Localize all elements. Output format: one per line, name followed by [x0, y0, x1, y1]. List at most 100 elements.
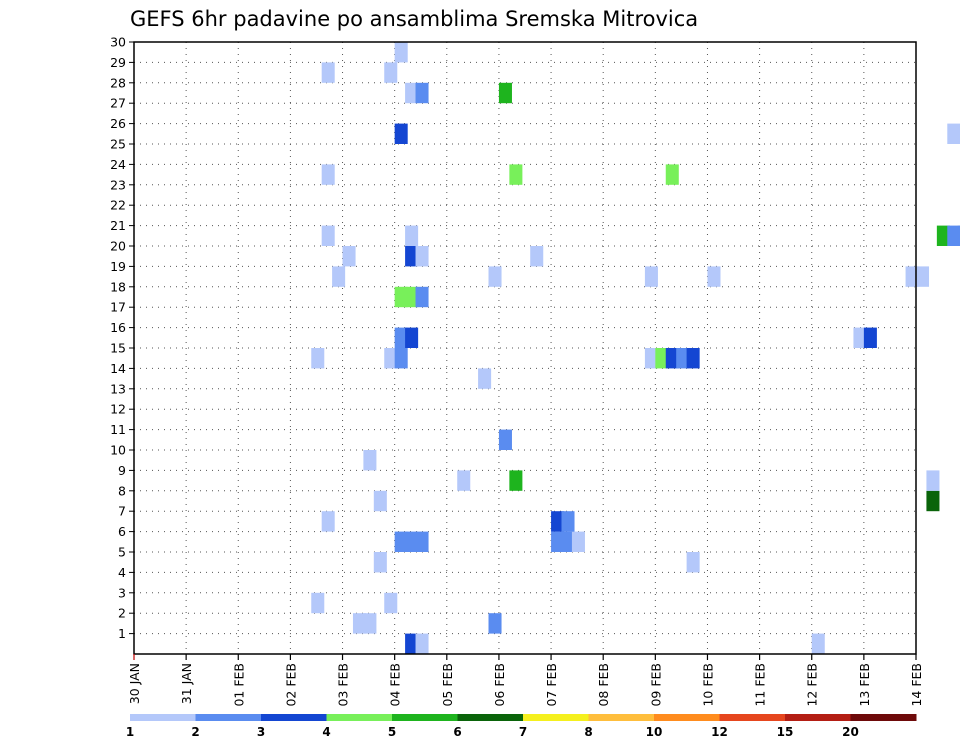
y-tick-label: 27: [110, 96, 126, 111]
colorbar-label: 20: [842, 725, 859, 739]
x-tick-label: 03 FEB: [336, 663, 351, 707]
y-tick-label: 6: [118, 524, 126, 539]
precip-cell: [415, 633, 429, 654]
colorbar-segment: [326, 714, 393, 721]
colorbar-segment: [261, 714, 327, 721]
precip-cell: [478, 368, 492, 389]
precip-cell: [321, 225, 335, 246]
precip-cell: [332, 266, 346, 287]
precip-cell: [394, 286, 408, 308]
y-tick-label: 8: [118, 483, 126, 498]
x-tick-label: 05 FEB: [440, 663, 455, 707]
y-tick-label: 11: [110, 422, 126, 437]
precip-cell: [321, 62, 335, 83]
colorbar-segment: [130, 714, 196, 721]
x-tick-label: 01 FEB: [231, 663, 246, 707]
precip-cell: [405, 327, 419, 348]
precip-cell: [405, 531, 419, 552]
x-tick-label: 14 FEB: [909, 663, 924, 707]
precip-cell: [686, 348, 700, 369]
y-tick-label: 15: [110, 341, 126, 356]
precip-cell: [947, 123, 960, 144]
y-tick-label: 21: [110, 218, 126, 233]
colorbar-label: 3: [257, 725, 265, 739]
precip-cell: [321, 164, 335, 185]
colorbar-label: 15: [777, 725, 794, 739]
colorbar-segment: [654, 714, 720, 721]
colorbar-label: 5: [388, 725, 396, 739]
chart-title: GEFS 6hr padavine po ansamblima Sremska …: [130, 7, 698, 31]
y-tick-label: 5: [118, 545, 126, 560]
colorbar-label: 2: [191, 725, 199, 739]
precip-cell: [415, 246, 429, 267]
precip-cell: [415, 531, 429, 552]
precip-cell: [363, 613, 377, 634]
precip-cell: [509, 164, 523, 185]
precip-cell: [509, 470, 523, 491]
x-tick-label: 10 FEB: [700, 663, 715, 707]
precip-cell: [644, 266, 658, 287]
y-tick-label: 12: [110, 402, 126, 417]
precip-cell: [498, 429, 512, 450]
precip-cell: [530, 246, 544, 267]
precip-cell: [926, 490, 940, 512]
y-tick-label: 10: [110, 443, 126, 458]
precip-cell: [655, 348, 669, 369]
y-tick-label: 25: [110, 137, 126, 152]
cells-layer: [311, 42, 960, 654]
precip-cell: [551, 511, 565, 532]
precip-cell: [551, 531, 565, 552]
colorbar-label: 6: [453, 725, 461, 739]
y-tick-label: 24: [110, 157, 126, 172]
precip-cell: [384, 592, 398, 614]
x-tick-label: 30 JAN: [127, 663, 142, 704]
precip-cell: [561, 531, 575, 552]
precip-cell: [394, 123, 408, 144]
precip-cell: [665, 348, 679, 369]
colorbar-segment: [785, 714, 851, 721]
x-tick-label: 08 FEB: [596, 663, 611, 707]
precip-cell: [405, 286, 419, 308]
colorbar-label: 1: [126, 725, 134, 739]
colorbar-label: 12: [711, 725, 728, 739]
precip-cell: [926, 470, 940, 491]
y-tick-label: 19: [110, 259, 126, 274]
x-tick-label: 13 FEB: [857, 663, 872, 707]
precip-cell: [342, 246, 356, 267]
x-tick-label: 31 JAN: [179, 663, 194, 704]
precip-cell: [957, 225, 960, 246]
colorbar-segment: [850, 714, 917, 721]
precip-cell: [916, 266, 930, 287]
precip-cell: [686, 552, 700, 573]
precip-cell: [352, 613, 366, 634]
colorbar-segment: [588, 714, 655, 721]
x-tick-label: 04 FEB: [388, 663, 403, 707]
y-tick-label: 3: [118, 585, 126, 600]
precip-cell: [498, 82, 512, 104]
precip-cell: [373, 552, 387, 573]
colorbar-segment: [392, 714, 458, 721]
precip-cell: [405, 82, 419, 104]
precip-cell: [363, 450, 377, 471]
y-tick-label: 26: [110, 116, 126, 131]
grid-layer: [134, 42, 916, 654]
colorbar-legend: 1 2 3 4 5 6 7 8 10 12 15 20: [126, 714, 917, 739]
precip-cell: [644, 348, 658, 369]
y-tick-label: 4: [118, 565, 126, 580]
y-tick-label: 17: [110, 300, 126, 315]
precip-cell: [863, 327, 877, 348]
colorbar-label: 10: [646, 725, 663, 739]
x-tick-label: 06 FEB: [492, 663, 507, 707]
precip-cell: [488, 266, 502, 287]
precip-cell: [405, 246, 419, 267]
precip-cell: [384, 62, 398, 83]
precip-cell: [811, 633, 825, 654]
y-tick-label: 7: [118, 504, 126, 519]
y-tick-label: 16: [110, 320, 126, 335]
y-tick-label: 2: [118, 606, 126, 621]
precip-cell: [394, 327, 408, 348]
y-tick-label: 22: [110, 198, 126, 213]
precip-cell: [936, 225, 950, 246]
y-tick-label: 1: [118, 626, 126, 641]
